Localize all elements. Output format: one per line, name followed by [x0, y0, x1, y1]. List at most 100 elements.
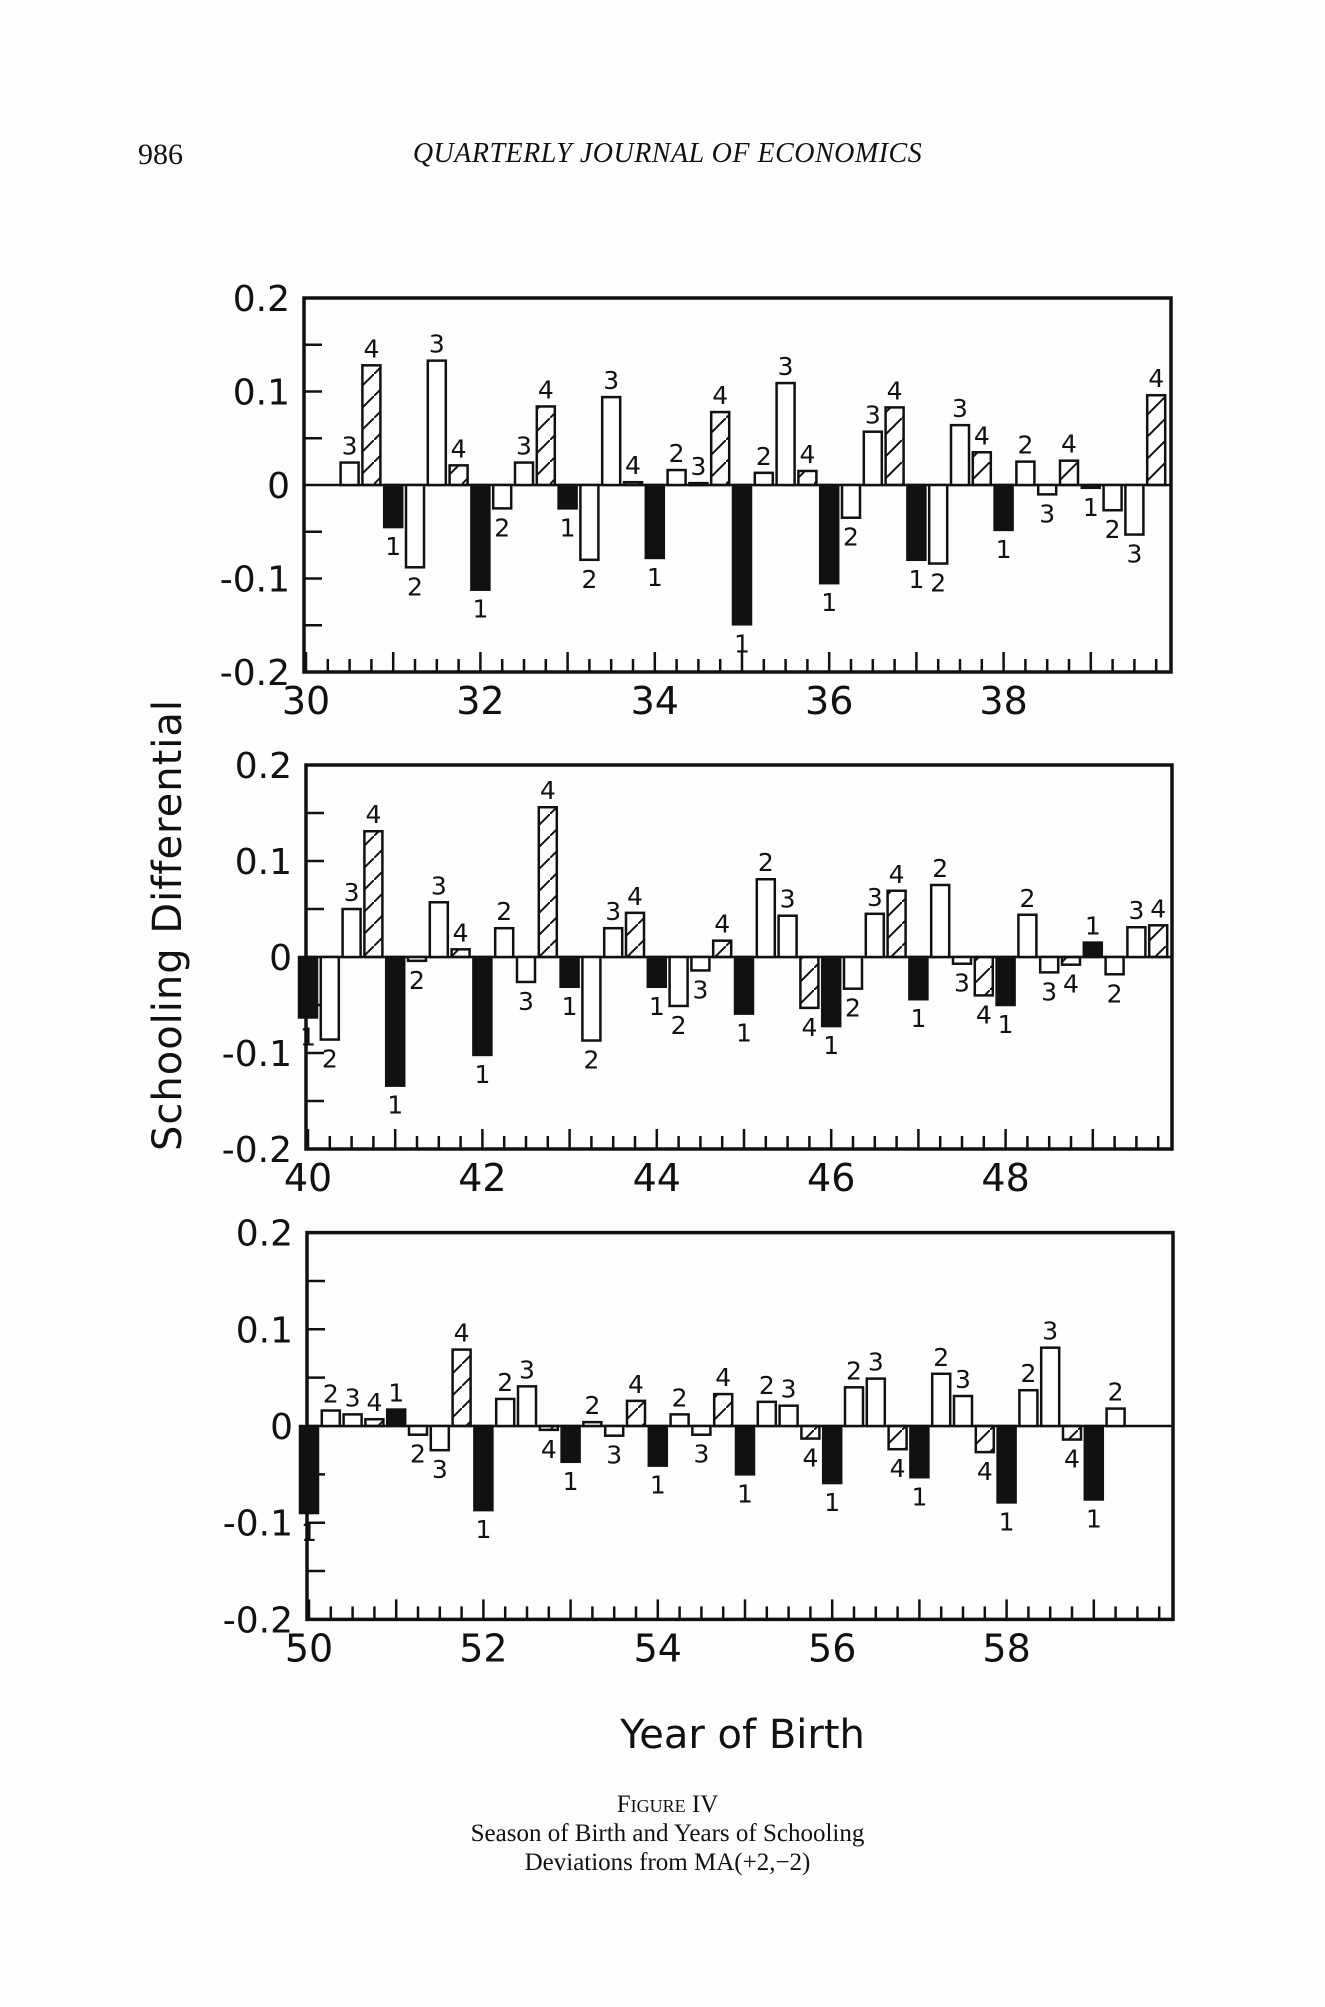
bar-quarter-label: 3: [778, 352, 794, 381]
y-tick-label: 0.2: [236, 1214, 293, 1255]
x-tick-label: 44: [633, 1156, 681, 1200]
bar-56-q4: [887, 1424, 908, 1451]
bar-57-q3: [952, 1394, 974, 1428]
x-tick-label: 36: [805, 679, 853, 723]
bar-quarter-label: 1: [649, 992, 665, 1021]
bar-47-q1: [908, 955, 929, 1001]
bar-40-q4: [363, 829, 384, 959]
x-axis-label: Year of Birth: [620, 1712, 865, 1758]
y-tick-label: 0.2: [233, 279, 290, 320]
bar-56-q1: [821, 1424, 843, 1485]
x-tick-label: 30: [282, 679, 330, 723]
y-tick-label: -0.1: [222, 1034, 292, 1075]
bar-56-q2: [843, 1386, 865, 1428]
bar-49-q1: [1082, 941, 1104, 959]
bar-quarter-label: 4: [1061, 430, 1077, 459]
bar-43-q3: [602, 926, 624, 959]
bar-53-q1: [560, 1424, 581, 1464]
bar-quarter-label: 1: [301, 1518, 317, 1547]
bar-34-q1: [644, 483, 666, 560]
bar-37-q4: [971, 451, 993, 487]
bar-36-q3: [862, 430, 884, 487]
bar-quarter-label: 2: [497, 1368, 513, 1397]
bar-quarter-label: 3: [1128, 896, 1144, 925]
bar-49-q3: [1126, 925, 1147, 959]
y-tick-label: 0: [270, 1407, 293, 1448]
bar-45-q3: [777, 914, 798, 959]
bar-quarter-label: 2: [494, 513, 510, 542]
bar-quarter-label: 3: [867, 883, 883, 912]
bar-37-q3: [949, 423, 971, 487]
bar-49-q2: [1104, 955, 1125, 976]
bar-quarter-label: 3: [865, 401, 881, 430]
bar-quarter-label: 2: [758, 848, 774, 877]
bar-quarter-label: 2: [933, 1343, 949, 1372]
bar-quarter-label: 2: [759, 1371, 775, 1400]
bar-39-q4: [1145, 393, 1167, 487]
bar-quarter-label: 4: [453, 918, 469, 947]
bar-quarter-label: 4: [541, 1435, 557, 1464]
bar-38-q3: [1036, 483, 1058, 496]
bar-59-q2: [1105, 1407, 1126, 1428]
bar-52-q1: [473, 1424, 494, 1512]
bar-quarter-label: 2: [845, 994, 861, 1023]
bar-quarter-label: 2: [843, 523, 859, 552]
bar-42-q2: [493, 926, 515, 959]
bar-46-q4: [886, 889, 907, 959]
bar-44-q3: [690, 955, 711, 972]
bar-51-q1: [385, 1408, 407, 1428]
bar-quarter-label: 4: [1148, 364, 1164, 393]
bar-57-q4: [974, 1424, 996, 1454]
bar-43-q2: [581, 955, 602, 1042]
bar-quarter-label: 3: [429, 330, 445, 359]
bar-quarter-label: 3: [516, 432, 532, 461]
bar-quarter-label: 1: [911, 1482, 927, 1511]
bar-quarter-label: 3: [606, 1441, 622, 1470]
x-tick-label: 56: [808, 1626, 856, 1670]
bar-quarter-label: 3: [344, 878, 360, 907]
bar-quarter-label: 2: [932, 854, 948, 883]
bar-58-q2: [1018, 1388, 1039, 1428]
bar-quarter-label: 4: [799, 440, 815, 469]
bar-quarter-label: 4: [976, 1000, 992, 1029]
bar-35-q3: [775, 381, 796, 487]
bar-quarter-label: 2: [1105, 515, 1121, 544]
bar-42-q1: [472, 955, 493, 1057]
bar-quarter-label: 4: [540, 776, 556, 805]
bar-quarter-label: 1: [387, 1091, 403, 1120]
bar-quarter-label: 3: [690, 452, 706, 481]
bar-quarter-label: 4: [454, 1319, 470, 1348]
bar-quarter-label: 1: [560, 513, 576, 542]
bar-quarter-label: 1: [821, 588, 837, 617]
bar-36-q4: [884, 406, 905, 487]
bar-52-q3: [516, 1385, 538, 1428]
bar-44-q2: [668, 955, 689, 1008]
bar-quarter-label: 1: [385, 532, 401, 561]
bar-quarter-label: 1: [737, 1479, 753, 1508]
bar-55-q1: [734, 1424, 756, 1476]
bar-51-q3: [429, 1424, 451, 1452]
bar-36-q1: [818, 483, 840, 585]
bar-quarter-label: 3: [780, 885, 796, 914]
bar-48-q2: [1017, 913, 1038, 959]
bar-48-q3: [1038, 955, 1060, 974]
bar-quarter-label: 1: [736, 1019, 752, 1048]
bar-quarter-label: 1: [1085, 912, 1101, 941]
bar-45-q2: [755, 877, 777, 959]
x-tick-label: 34: [631, 679, 679, 723]
bar-quarter-label: 3: [1041, 977, 1057, 1006]
bar-quarter-label: 3: [431, 871, 447, 900]
bar-44-q1: [646, 955, 668, 989]
bar-42-q3: [515, 955, 537, 984]
bar-43-q4: [624, 911, 646, 959]
bar-quarter-label: 4: [627, 882, 643, 911]
bar-31-q3: [426, 359, 448, 487]
x-tick-label: 42: [458, 1156, 506, 1200]
bar-47-q2: [929, 883, 951, 959]
bar-44-q4: [711, 939, 733, 959]
bar-quarter-label: 4: [801, 1013, 817, 1042]
bar-quarter-label: 2: [409, 966, 425, 995]
bar-quarter-label: 2: [671, 1011, 687, 1040]
bar-quarter-label: 3: [955, 1365, 971, 1394]
bar-quarter-label: 4: [365, 800, 381, 829]
